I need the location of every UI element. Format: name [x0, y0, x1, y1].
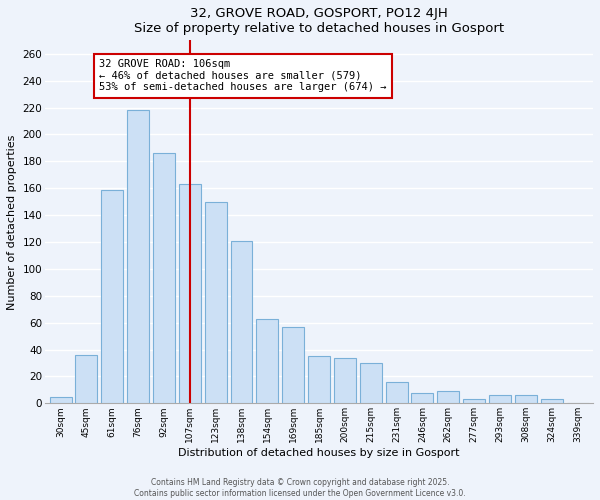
Bar — [50, 396, 71, 404]
Text: 32 GROVE ROAD: 106sqm
← 46% of detached houses are smaller (579)
53% of semi-det: 32 GROVE ROAD: 106sqm ← 46% of detached … — [100, 59, 387, 92]
Bar — [179, 184, 201, 404]
Bar — [256, 318, 278, 404]
Bar — [360, 363, 382, 404]
Bar — [412, 392, 433, 404]
Bar — [76, 355, 97, 404]
Y-axis label: Number of detached properties: Number of detached properties — [7, 134, 17, 310]
X-axis label: Distribution of detached houses by size in Gosport: Distribution of detached houses by size … — [178, 448, 460, 458]
Bar — [386, 382, 407, 404]
Bar — [308, 356, 330, 404]
Bar — [334, 358, 356, 404]
Bar — [437, 391, 459, 404]
Bar — [463, 400, 485, 404]
Title: 32, GROVE ROAD, GOSPORT, PO12 4JH
Size of property relative to detached houses i: 32, GROVE ROAD, GOSPORT, PO12 4JH Size o… — [134, 7, 504, 35]
Bar — [153, 153, 175, 404]
Bar — [541, 400, 563, 404]
Bar — [489, 396, 511, 404]
Text: Contains HM Land Registry data © Crown copyright and database right 2025.
Contai: Contains HM Land Registry data © Crown c… — [134, 478, 466, 498]
Bar — [282, 326, 304, 404]
Bar — [230, 240, 253, 404]
Bar — [515, 396, 537, 404]
Bar — [101, 190, 123, 404]
Bar — [127, 110, 149, 404]
Bar — [205, 202, 227, 404]
